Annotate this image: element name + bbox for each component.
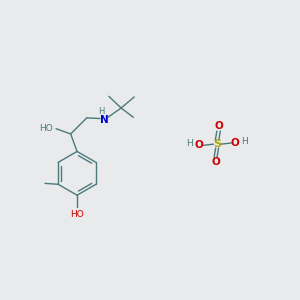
Text: H: H [241, 137, 248, 146]
Text: H: H [98, 107, 104, 116]
Text: O: O [211, 157, 220, 167]
Text: O: O [214, 121, 223, 131]
Text: S: S [213, 139, 221, 149]
Text: O: O [231, 138, 239, 148]
Text: HO: HO [39, 124, 52, 133]
Text: N: N [100, 115, 109, 125]
Text: HO: HO [70, 210, 84, 219]
Text: H: H [186, 140, 193, 148]
Text: O: O [195, 140, 203, 150]
